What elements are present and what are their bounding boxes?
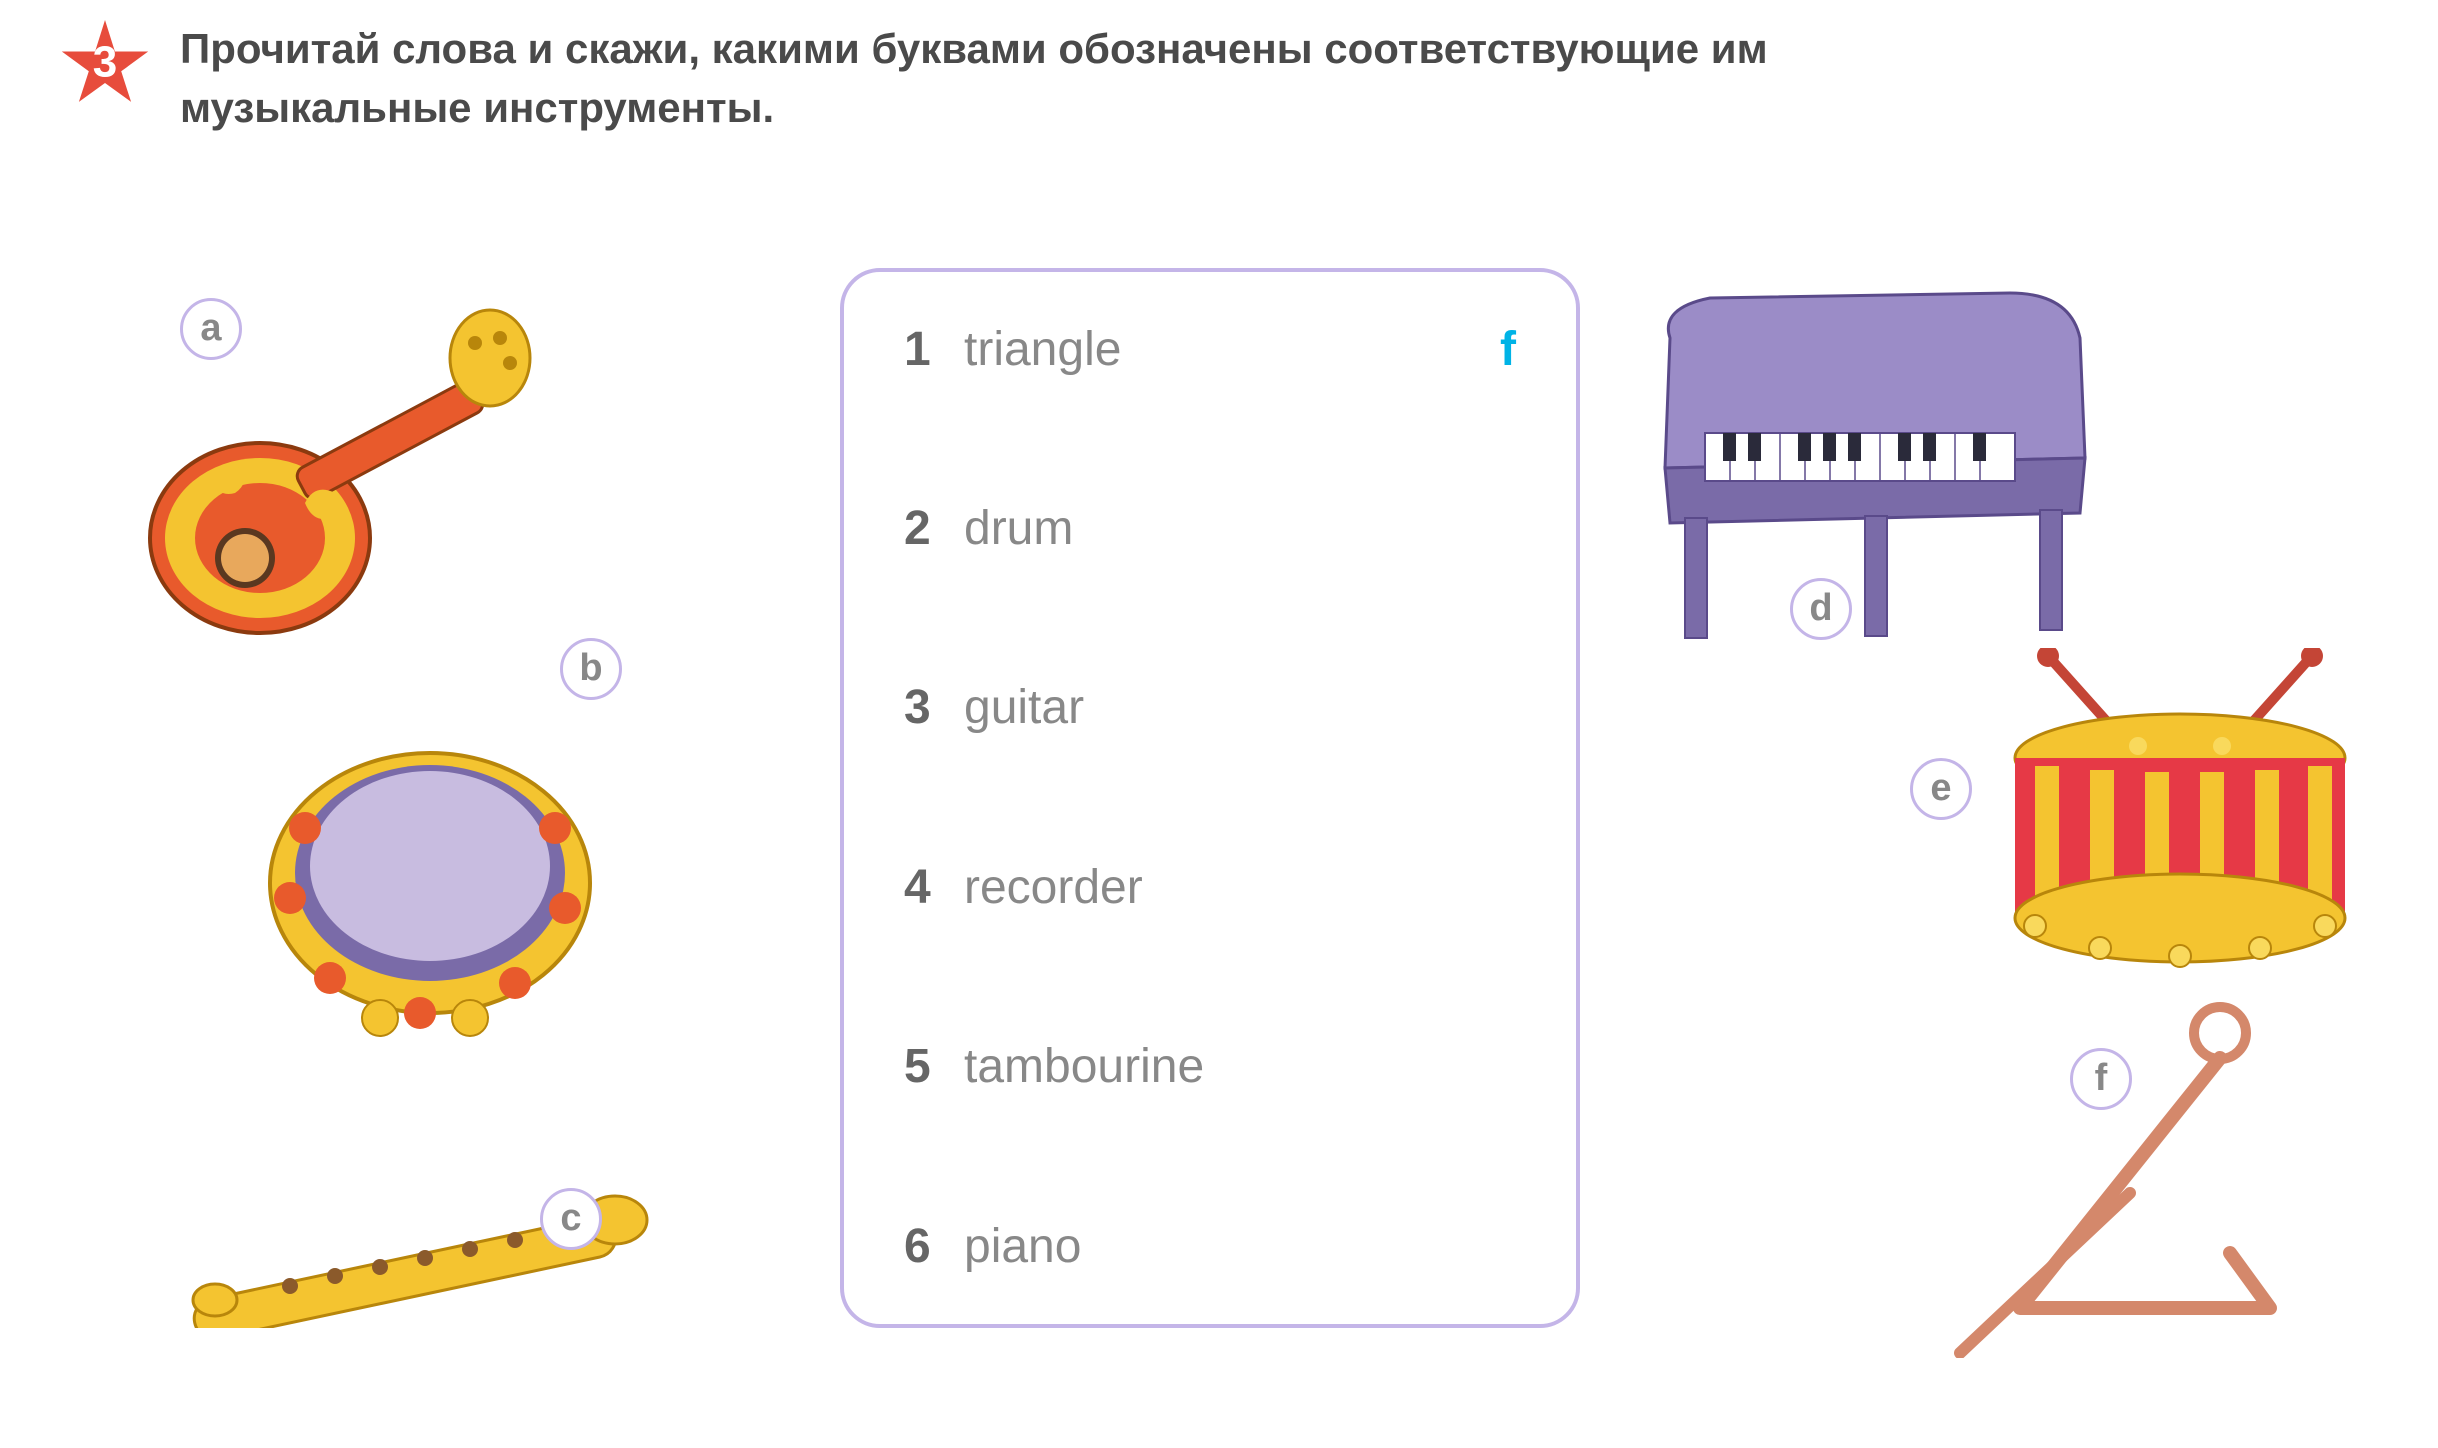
drum-illustration [1990,648,2370,978]
exercise-number: 3 [93,38,117,88]
guitar-illustration [130,308,550,658]
word-row: 2 drum [904,501,1516,556]
instruction-text: Прочитай слова и скажи, какими буквами о… [180,20,1780,138]
word-text: recorder [964,860,1476,915]
piano-illustration [1630,278,2110,658]
word-text: piano [964,1219,1476,1274]
triangle-illustration [1930,998,2310,1358]
label-a: a [180,298,242,360]
word-number: 1 [904,322,964,377]
word-answer: f [1500,322,1516,377]
word-row: 1 triangle f [904,322,1516,377]
word-number: 5 [904,1039,964,1094]
word-text: triangle [964,322,1460,377]
word-row: 3 guitar [904,680,1516,735]
label-e: e [1910,758,1972,820]
content-area: a b c [60,178,2378,1378]
label-d: d [1790,578,1852,640]
word-text: tambourine [964,1039,1476,1094]
word-list-box: 1 triangle f 2 drum 3 guitar 4 recorder … [840,268,1580,1328]
word-text: drum [964,501,1476,556]
word-row: 4 recorder [904,860,1516,915]
word-number: 2 [904,501,964,556]
tambourine-illustration [250,718,610,1048]
word-number: 6 [904,1219,964,1274]
exercise-header: 3 Прочитай слова и скажи, какими буквами… [60,20,2378,138]
label-f: f [2070,1048,2132,1110]
star-badge: 3 [60,20,150,110]
word-number: 4 [904,860,964,915]
label-b: b [560,638,622,700]
word-number: 3 [904,680,964,735]
word-row: 5 tambourine [904,1039,1516,1094]
label-c: c [540,1188,602,1250]
word-text: guitar [964,680,1476,735]
word-row: 6 piano [904,1219,1516,1274]
